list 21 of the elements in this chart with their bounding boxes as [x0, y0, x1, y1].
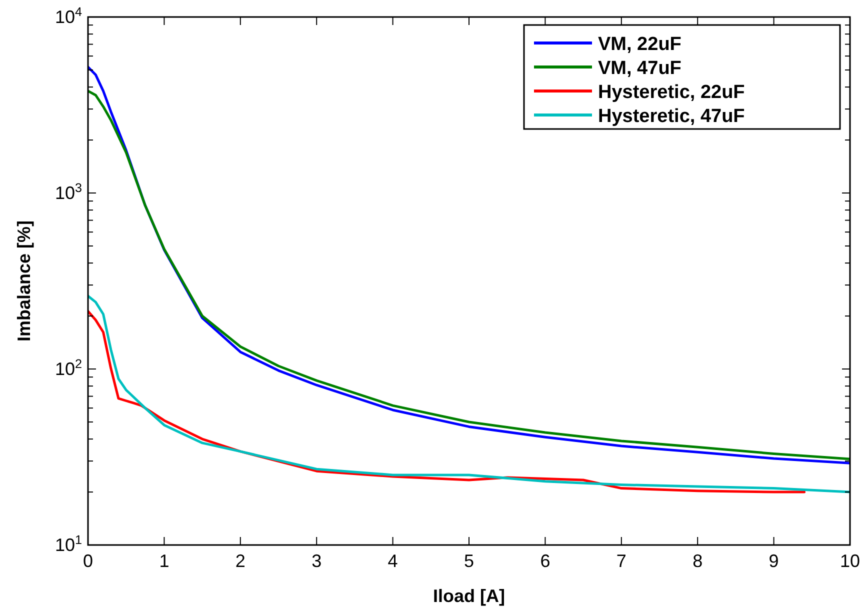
x-tick-label: 7 — [616, 551, 626, 571]
x-tick-label: 2 — [235, 551, 246, 571]
x-axis-title: Iload [A] — [433, 586, 505, 606]
legend-label: Hysteretic, 22uF — [598, 82, 745, 103]
x-tick-label: 6 — [540, 551, 550, 571]
x-tick-label: 8 — [692, 551, 703, 571]
y-tick-label: 10$^{2}$ — [54, 357, 82, 379]
x-tick-label: 4 — [388, 551, 398, 571]
y-axis-title: Imbalance [%] — [14, 220, 34, 342]
x-tick-label: 9 — [768, 551, 779, 571]
x-tick-label: 5 — [464, 551, 474, 571]
y-tick-label: 10$^{4}$ — [54, 5, 82, 27]
x-tick-label: 0 — [82, 551, 94, 571]
y-tick-label: 10$^{1}$ — [54, 533, 82, 555]
legend-label: Hysteretic, 47uF — [598, 106, 745, 127]
x-tick-label: 10 — [840, 551, 860, 571]
y-tick-label: 10$^{3}$ — [54, 181, 82, 203]
x-tick-label: 3 — [312, 551, 322, 571]
x-tick-label: 1 — [159, 551, 170, 571]
legend-label: VM, 22uF — [598, 34, 682, 55]
legend-label: VM, 47uF — [598, 58, 682, 79]
